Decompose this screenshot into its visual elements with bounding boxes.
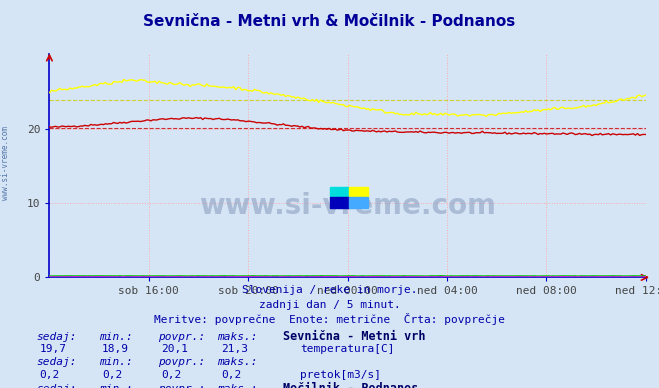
- Text: povpr.:: povpr.:: [158, 384, 206, 388]
- Text: sedaj:: sedaj:: [36, 331, 76, 341]
- Bar: [349, 197, 368, 208]
- Text: Meritve: povprečne  Enote: metrične  Črta: povprečje: Meritve: povprečne Enote: metrične Črta:…: [154, 313, 505, 325]
- Bar: [330, 187, 349, 197]
- Text: 0,2: 0,2: [102, 370, 123, 380]
- Text: 20,1: 20,1: [161, 344, 188, 354]
- Text: povpr.:: povpr.:: [158, 331, 206, 341]
- Text: Močilnik - Podnanos: Močilnik - Podnanos: [283, 382, 418, 388]
- Text: sedaj:: sedaj:: [36, 384, 76, 388]
- Text: min.:: min.:: [99, 331, 132, 341]
- Text: 0,2: 0,2: [161, 370, 182, 380]
- Text: www.si-vreme.com: www.si-vreme.com: [1, 126, 10, 200]
- Text: povpr.:: povpr.:: [158, 357, 206, 367]
- Text: maks.:: maks.:: [217, 331, 258, 341]
- Text: Sevnična - Metni vrh: Sevnična - Metni vrh: [283, 329, 426, 343]
- Bar: [349, 187, 368, 197]
- Text: www.si-vreme.com: www.si-vreme.com: [199, 192, 496, 220]
- Text: Sevnična - Metni vrh & Močilnik - Podnanos: Sevnična - Metni vrh & Močilnik - Podnan…: [144, 14, 515, 29]
- Text: min.:: min.:: [99, 384, 132, 388]
- Text: sedaj:: sedaj:: [36, 357, 76, 367]
- Text: 21,3: 21,3: [221, 344, 248, 354]
- Text: min.:: min.:: [99, 357, 132, 367]
- Text: 18,9: 18,9: [102, 344, 129, 354]
- Text: 0,2: 0,2: [221, 370, 241, 380]
- Text: Slovenija / reke in morje.: Slovenija / reke in morje.: [242, 285, 417, 295]
- Text: temperatura[C]: temperatura[C]: [300, 344, 394, 354]
- Bar: [330, 197, 349, 208]
- Text: maks.:: maks.:: [217, 384, 258, 388]
- Text: 0,2: 0,2: [40, 370, 60, 380]
- Text: 19,7: 19,7: [40, 344, 67, 354]
- Text: pretok[m3/s]: pretok[m3/s]: [300, 370, 381, 380]
- Text: zadnji dan / 5 minut.: zadnji dan / 5 minut.: [258, 300, 401, 310]
- Text: maks.:: maks.:: [217, 357, 258, 367]
